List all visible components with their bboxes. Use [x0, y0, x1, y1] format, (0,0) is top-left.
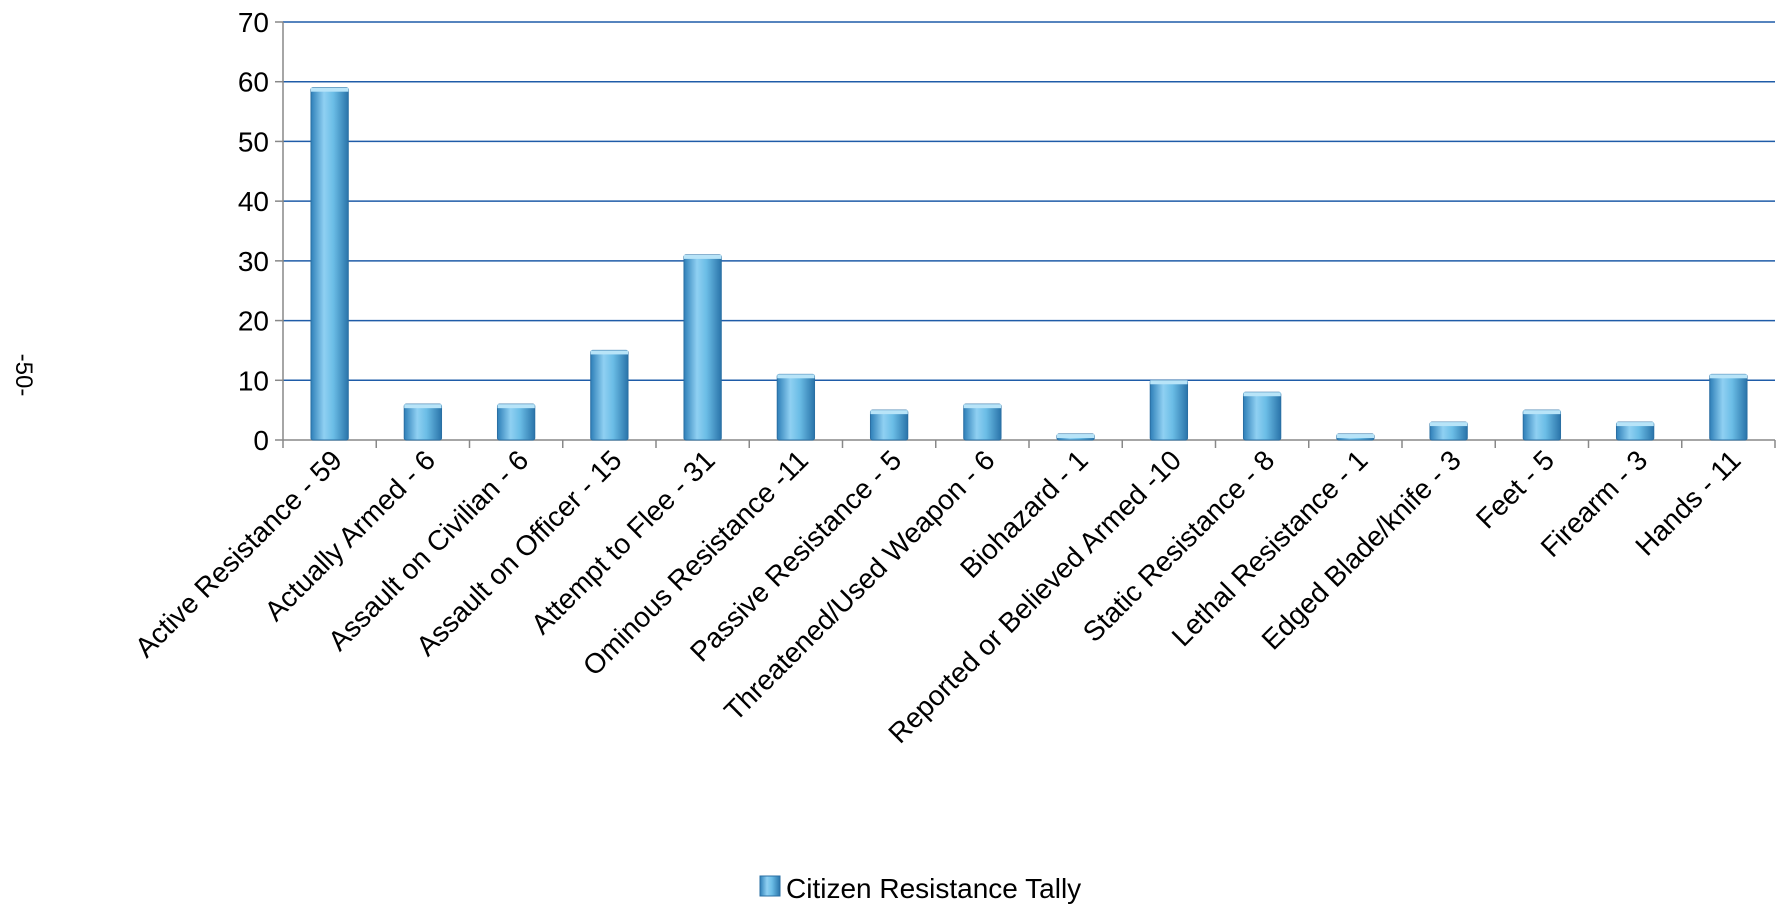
y-tick-label: 0 — [253, 425, 269, 456]
gridlines — [283, 21, 1775, 382]
bar-cap — [1243, 392, 1281, 397]
page-number: -50- — [10, 354, 37, 397]
bar — [683, 254, 722, 441]
x-tick-label: Attempt to Flee - 31 — [525, 444, 721, 640]
bar-cap — [310, 87, 349, 92]
bar — [776, 373, 816, 441]
y-tick-label: 50 — [238, 126, 269, 157]
bar — [310, 87, 349, 441]
bar-cap — [1616, 422, 1654, 427]
bar-cap — [497, 404, 535, 409]
bar-cap — [1429, 422, 1468, 427]
bar-cap — [1056, 434, 1095, 439]
y-tick-label: 70 — [238, 7, 269, 38]
bar-cap — [590, 350, 629, 355]
y-tick-label: 60 — [238, 67, 269, 98]
y-tick-label: 10 — [238, 365, 269, 396]
bar-cap — [1709, 374, 1748, 379]
bar-cap — [1523, 410, 1561, 415]
bar — [590, 349, 629, 441]
x-tick-label: Actually Armed - 6 — [259, 444, 442, 627]
y-tick-label: 20 — [238, 306, 269, 337]
y-axis-ticks: 0 10 20 30 40 50 60 70 — [238, 7, 283, 456]
bar-cap — [963, 404, 1002, 409]
axes — [282, 22, 1776, 448]
legend: Citizen Resistance Tally — [759, 873, 1081, 904]
y-tick-label: 30 — [238, 246, 269, 277]
bar-cap — [683, 254, 722, 259]
y-tick-label: 40 — [238, 186, 269, 217]
bar — [1522, 409, 1562, 441]
bar — [496, 403, 536, 441]
bar — [1709, 373, 1748, 441]
bar-cap — [404, 404, 442, 409]
bar — [869, 409, 909, 441]
x-tick-label: Feet - 5 — [1470, 444, 1560, 534]
bar-cap — [1336, 434, 1375, 439]
bar — [403, 403, 443, 441]
bar-cap — [1150, 380, 1188, 385]
bars — [310, 87, 1748, 441]
bar-cap — [870, 410, 908, 415]
bar — [1149, 379, 1189, 441]
bar — [1242, 391, 1282, 441]
bar — [963, 403, 1002, 441]
legend-swatch — [759, 875, 781, 897]
bar-cap — [777, 374, 815, 379]
legend-label: Citizen Resistance Tally — [786, 873, 1081, 904]
